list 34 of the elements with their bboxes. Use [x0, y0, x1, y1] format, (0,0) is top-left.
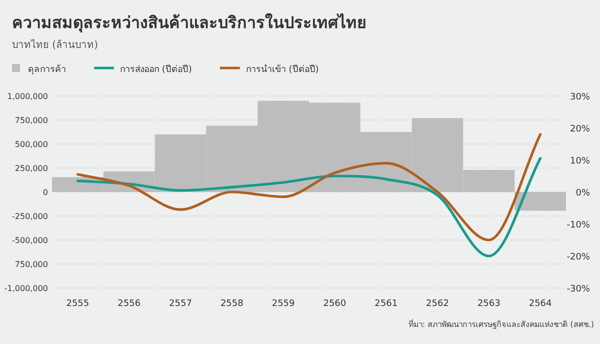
x-tick-label: 2558 [220, 299, 244, 309]
bar [514, 192, 566, 211]
chart-subtitle: บาทไทย (ล้านบาท) [12, 39, 98, 51]
x-tick-label: 2564 [528, 299, 552, 309]
y-tick-label: 750,000 [14, 116, 48, 125]
x-tick-label: 2559 [272, 299, 296, 309]
y-tick-label: -500,000 [12, 236, 48, 245]
y-tick-label: 500,000 [14, 140, 48, 149]
x-tick-label: 2561 [374, 299, 398, 309]
y2-tick-label: 30% [570, 92, 590, 102]
y2-tick-label: -30% [566, 284, 590, 294]
y-tick-label: -1,000,000 [4, 284, 48, 293]
y2-tick-label: 20% [570, 124, 590, 134]
x-tick-label: 2556 [118, 299, 141, 309]
x-tick-label: 2560 [323, 299, 346, 309]
legend-label: การนำเข้า (ปีต่อปี) [246, 64, 319, 75]
y-tick-label: -250,000 [12, 212, 48, 221]
chart-title: ความสมดุลระหว่างสินค้าและบริการในประเทศไทย [12, 13, 366, 33]
y-tick-label: 750,000 [14, 260, 48, 269]
y2-tick-label: -10% [566, 220, 590, 230]
legend-label: ดุลการค้า [28, 64, 66, 75]
x-tick-label: 2557 [169, 299, 192, 309]
y2-tick-label: 10% [570, 156, 590, 166]
y2-tick-label: 0% [576, 188, 590, 198]
y-tick-label: 250,000 [14, 164, 48, 173]
legend-label: การส่งออก (ปีต่อปี) [120, 64, 192, 75]
y2-tick-label: -20% [566, 252, 590, 262]
y-tick-label: 1,000,000 [7, 92, 48, 101]
y-tick-label: 0 [42, 188, 48, 197]
x-tick-label: 2555 [66, 299, 90, 309]
text: ที่มา: สภาพัฒนาการเศรษฐกิจและสังคมแห่งชาติ (สศช.) [408, 318, 594, 329]
legend-ดุลการค้า: ดุลการค้า [12, 64, 66, 75]
x-tick-label: 2562 [426, 299, 449, 309]
x-tick-label: 2563 [477, 299, 500, 309]
